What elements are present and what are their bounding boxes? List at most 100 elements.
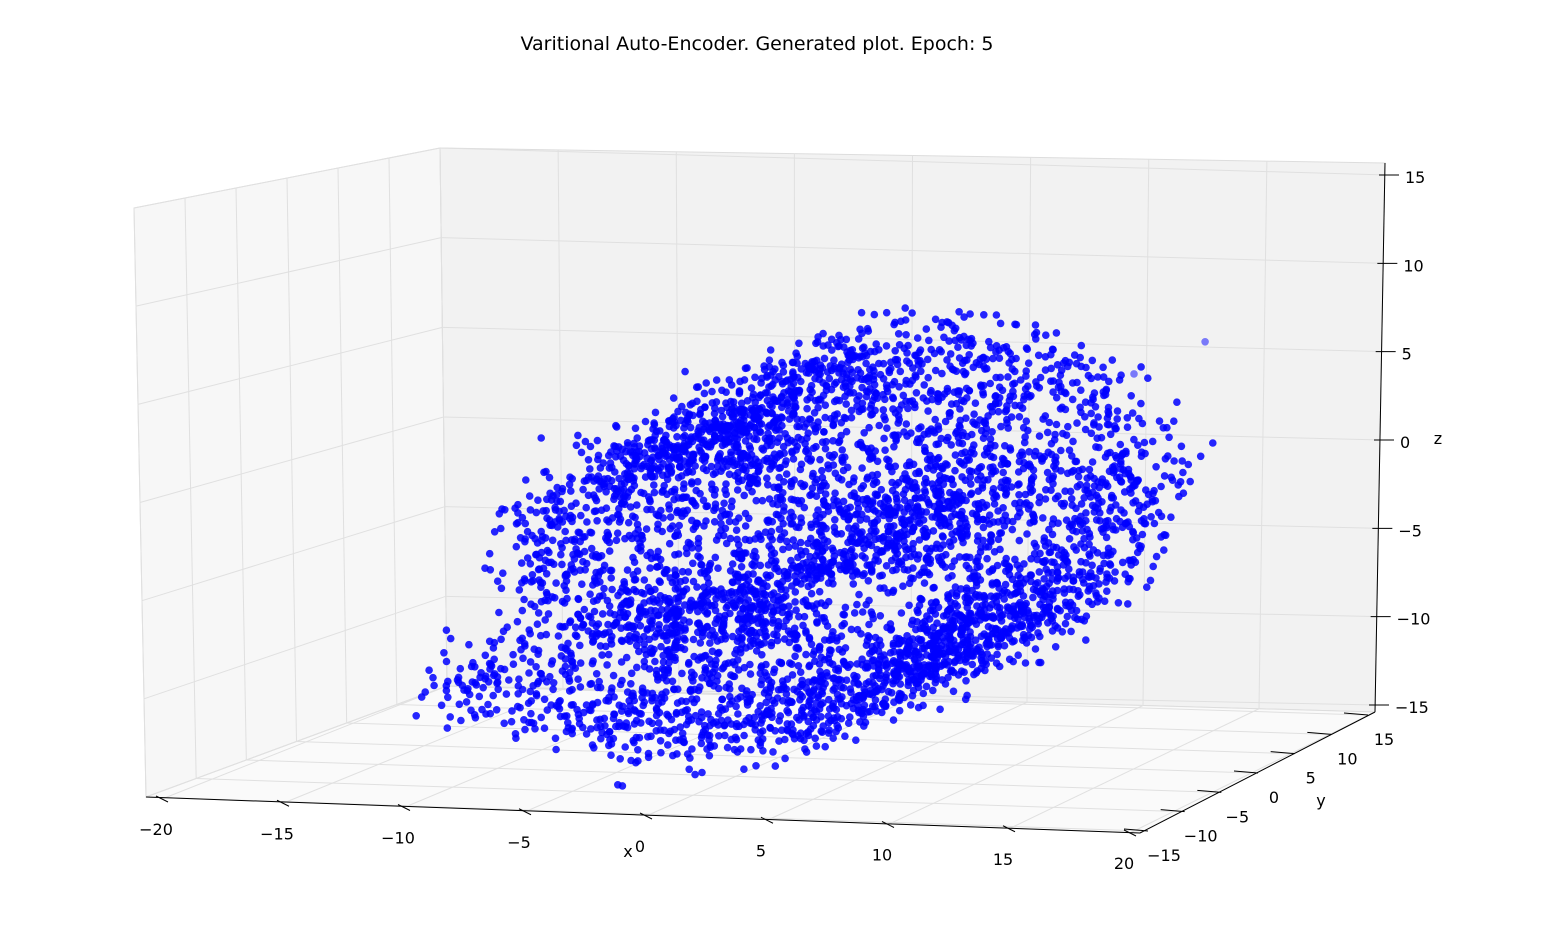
- scatter-point: [686, 423, 695, 432]
- scatter-point: [1127, 489, 1135, 497]
- scatter-point: [538, 532, 547, 541]
- scatter-point: [809, 444, 818, 453]
- scatter-point: [765, 495, 774, 503]
- scatter-point: [717, 406, 726, 415]
- scatter-point: [778, 358, 786, 367]
- scatter-point: [1085, 465, 1094, 474]
- scatter-point: [869, 679, 877, 687]
- scatter-point: [929, 606, 937, 615]
- scatter-point: [890, 320, 898, 329]
- scatter-point: [792, 578, 800, 587]
- scatter-point: [1014, 468, 1023, 476]
- scatter-point: [484, 678, 493, 686]
- scatter-point: [907, 429, 915, 437]
- scatter-point: [725, 457, 734, 466]
- scatter-point: [879, 406, 888, 414]
- scatter-point: [884, 687, 893, 696]
- scatter-point: [628, 474, 637, 482]
- scatter-point: [791, 652, 799, 661]
- scatter-point: [988, 581, 997, 589]
- scatter-point: [810, 556, 818, 565]
- scatter-point: [687, 716, 696, 724]
- scatter-point: [619, 492, 628, 501]
- scatter-point: [655, 719, 663, 727]
- scatter-point: [774, 686, 783, 694]
- scatter-point: [749, 406, 757, 414]
- scatter-point: [711, 665, 719, 673]
- scatter-point: [626, 702, 634, 710]
- scatter-point: [785, 609, 794, 618]
- scatter-point: [630, 576, 639, 584]
- scatter-point: [567, 649, 575, 658]
- scatter-point: [1076, 353, 1084, 362]
- scatter-point: [532, 663, 540, 671]
- scatter-point: [719, 425, 728, 434]
- scatter-point: [527, 578, 536, 586]
- scatter-point: [727, 503, 736, 511]
- scatter-point: [458, 681, 467, 690]
- z-axis-line: [1374, 162, 1386, 713]
- scatter-point: [446, 634, 455, 643]
- scatter-point: [871, 696, 880, 704]
- scatter-point: [748, 690, 756, 699]
- scatter-point: [1142, 486, 1150, 494]
- scatter-point: [677, 463, 685, 472]
- scatter-point: [1020, 633, 1029, 642]
- scatter-point: [775, 717, 783, 725]
- scatter-point: [600, 561, 609, 570]
- scatter-point: [1209, 439, 1217, 447]
- scatter-point: [882, 381, 891, 390]
- scatter-point: [711, 631, 719, 639]
- scatter-point: [782, 616, 790, 625]
- scatter-point: [1069, 577, 1077, 585]
- scatter-point: [766, 723, 774, 732]
- scatter-point: [842, 661, 851, 670]
- scatter-point: [785, 602, 793, 610]
- scatter-point: [1089, 546, 1098, 554]
- scatter-point: [984, 622, 993, 631]
- scatter-point: [861, 554, 869, 562]
- scatter-point: [867, 568, 876, 576]
- scatter-point: [548, 657, 557, 665]
- scatter-point: [911, 494, 920, 503]
- scatter-point: [507, 717, 516, 726]
- scatter-point: [557, 540, 565, 548]
- scatter-point: [733, 637, 742, 645]
- scatter-point: [1170, 417, 1178, 426]
- scatter-point: [1053, 563, 1062, 571]
- scatter-point: [1108, 356, 1117, 364]
- scatter-point: [484, 700, 492, 709]
- scatter-point: [800, 612, 809, 621]
- scatter-point: [807, 523, 816, 532]
- scatter-point: [691, 770, 699, 779]
- scatter-point: [856, 325, 864, 334]
- scatter-point: [921, 488, 930, 497]
- scatter-point: [775, 737, 783, 745]
- scatter-point: [1061, 487, 1069, 496]
- scatter-point: [990, 500, 999, 508]
- scatter-point: [687, 596, 695, 605]
- scatter-point: [659, 658, 668, 666]
- scatter-point: [1147, 513, 1155, 521]
- scatter-point: [906, 701, 915, 709]
- scatter-point: [632, 448, 641, 456]
- scatter-point: [751, 373, 759, 382]
- scatter-point: [698, 632, 707, 641]
- scatter-point: [708, 387, 716, 396]
- scatter-point: [561, 571, 570, 579]
- scatter-point: [608, 684, 616, 692]
- scatter-point: [699, 464, 708, 473]
- scatter-point: [823, 622, 832, 630]
- scatter-point: [558, 560, 566, 569]
- scatter-point: [681, 408, 690, 417]
- scatter-point: [807, 381, 816, 390]
- scatter-point: [688, 454, 697, 462]
- scatter-point: [650, 481, 658, 489]
- scatter-point: [891, 432, 900, 440]
- scatter-point: [969, 339, 977, 348]
- scatter-point: [820, 428, 828, 436]
- scatter-point: [946, 350, 955, 358]
- scatter-point: [485, 549, 494, 558]
- scatter-point: [837, 335, 845, 344]
- scatter-point: [743, 364, 751, 372]
